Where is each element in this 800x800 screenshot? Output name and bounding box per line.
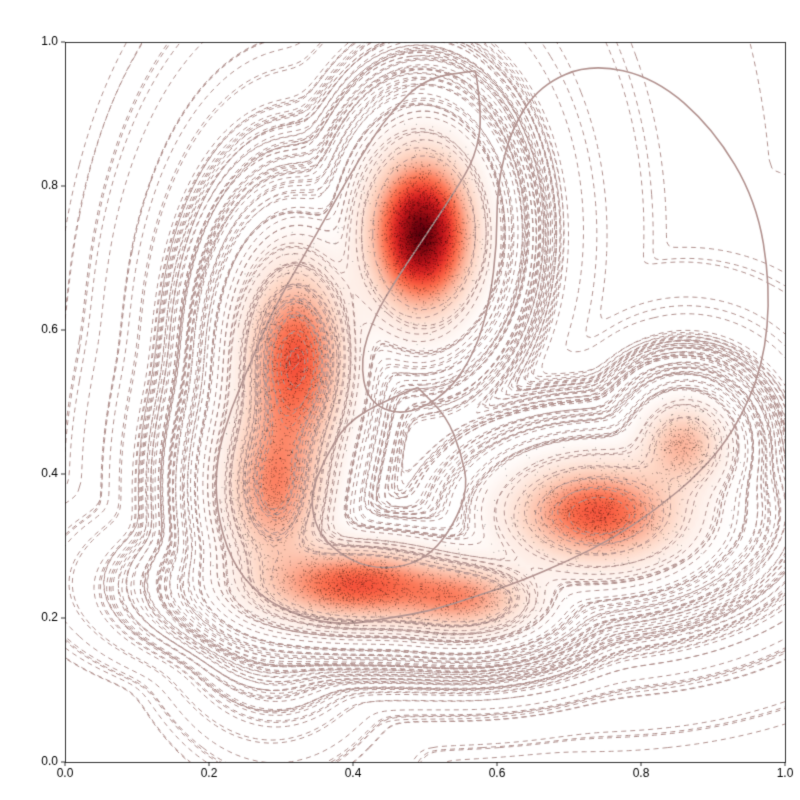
density-canvas [0,0,800,800]
figure-container: Density, iteration 250 [0,0,800,800]
